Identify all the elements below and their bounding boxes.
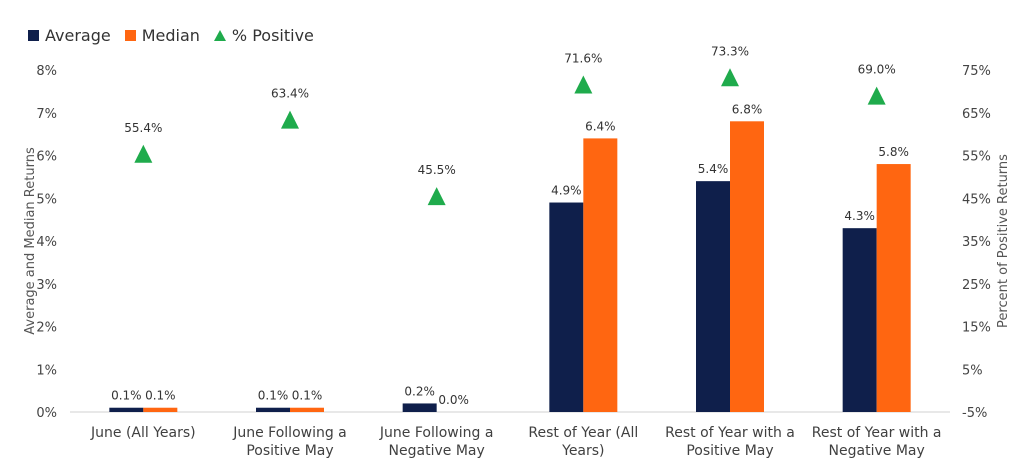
marker-positive bbox=[574, 75, 593, 94]
marker-positive bbox=[721, 68, 739, 87]
bar-median bbox=[730, 121, 764, 413]
legend-item-average: Average bbox=[28, 26, 111, 45]
data-label-median: 0.1% bbox=[292, 389, 323, 403]
x-category-label: Negative May bbox=[389, 443, 485, 459]
legend-triangle-icon bbox=[213, 30, 226, 41]
bar-median bbox=[290, 407, 324, 412]
marker-positive bbox=[281, 110, 299, 129]
data-label-average: 0.1% bbox=[258, 389, 289, 403]
data-label-positive: 69.0% bbox=[858, 63, 896, 77]
bar-average bbox=[402, 403, 437, 412]
legend-swatch-median bbox=[124, 30, 136, 41]
x-category-label: Rest of Year (All bbox=[528, 425, 638, 441]
y-left-tick-label: 6% bbox=[36, 150, 57, 165]
y-left-tick-label: 4% bbox=[36, 235, 57, 250]
y-right-tick-label: 35% bbox=[962, 235, 991, 250]
x-category-label: Positive May bbox=[686, 443, 773, 459]
y-right-tick-label: 45% bbox=[962, 192, 991, 207]
y-left-axis-title: Average and Median Returns bbox=[23, 147, 38, 335]
data-label-median: 0.0% bbox=[438, 393, 469, 407]
data-label-median: 5.8% bbox=[878, 145, 909, 159]
data-label-positive: 55.4% bbox=[124, 121, 162, 135]
y-right-tick-label: 65% bbox=[962, 107, 991, 122]
y-left-tick-label: 1% bbox=[36, 363, 57, 378]
marker-positive bbox=[427, 187, 446, 206]
bar-median bbox=[876, 164, 911, 412]
bar-median bbox=[143, 407, 178, 412]
chart-legend: Average Median % Positive bbox=[28, 26, 328, 45]
legend-item-median: Median bbox=[124, 26, 200, 45]
data-label-positive: 45.5% bbox=[418, 163, 456, 177]
data-label-positive: 71.6% bbox=[564, 52, 602, 66]
x-category-label: June Following a bbox=[232, 425, 347, 441]
bar-average bbox=[549, 202, 584, 412]
y-right-tick-label: 55% bbox=[962, 150, 991, 165]
x-category-label: Rest of Year with a bbox=[665, 425, 795, 441]
y-right-tick-label: -5% bbox=[962, 406, 987, 421]
bar-average bbox=[256, 407, 290, 412]
x-category-label: Rest of Year with a bbox=[812, 425, 942, 441]
x-category-label: Years) bbox=[561, 443, 604, 459]
bar-average bbox=[842, 228, 877, 412]
marker-positive bbox=[867, 86, 886, 105]
y-left-tick-label: 3% bbox=[36, 278, 57, 293]
data-label-average: 5.4% bbox=[698, 162, 729, 176]
data-label-average: 0.2% bbox=[404, 384, 435, 398]
x-category-label: June Following a bbox=[379, 425, 494, 441]
y-left-tick-label: 8% bbox=[36, 64, 57, 79]
legend-label-median: Median bbox=[141, 26, 200, 45]
y-left-tick-label: 0% bbox=[36, 406, 57, 421]
y-left-tick-label: 2% bbox=[36, 321, 57, 336]
legend-item-positive: % Positive bbox=[213, 26, 314, 45]
y-right-tick-label: 5% bbox=[962, 363, 983, 378]
y-right-tick-label: 25% bbox=[962, 278, 991, 293]
bar-median bbox=[583, 138, 618, 412]
x-category-label: Positive May bbox=[246, 443, 333, 459]
y-left-tick-label: 7% bbox=[36, 107, 57, 122]
x-category-label: June (All Years) bbox=[90, 425, 196, 441]
data-label-average: 0.1% bbox=[111, 389, 142, 403]
data-label-median: 0.1% bbox=[145, 389, 176, 403]
data-label-average: 4.3% bbox=[844, 209, 875, 223]
data-label-median: 6.4% bbox=[585, 119, 616, 133]
legend-swatch-average bbox=[28, 30, 39, 41]
y-right-axis-title: Percent of Positive Returns bbox=[996, 154, 1011, 328]
bar-average bbox=[696, 181, 730, 412]
legend-label-positive: % Positive bbox=[231, 26, 314, 45]
bar-average bbox=[109, 407, 144, 412]
y-left-tick-label: 5% bbox=[36, 192, 57, 207]
marker-positive bbox=[134, 144, 153, 163]
y-right-tick-label: 75% bbox=[962, 64, 991, 79]
legend-label-average: Average bbox=[45, 26, 111, 45]
x-category-label: Negative May bbox=[829, 443, 925, 459]
y-right-tick-label: 15% bbox=[962, 321, 991, 336]
data-label-average: 4.9% bbox=[551, 184, 582, 198]
data-label-positive: 73.3% bbox=[711, 44, 749, 58]
data-label-positive: 63.4% bbox=[271, 87, 309, 101]
data-label-median: 6.8% bbox=[732, 102, 763, 116]
